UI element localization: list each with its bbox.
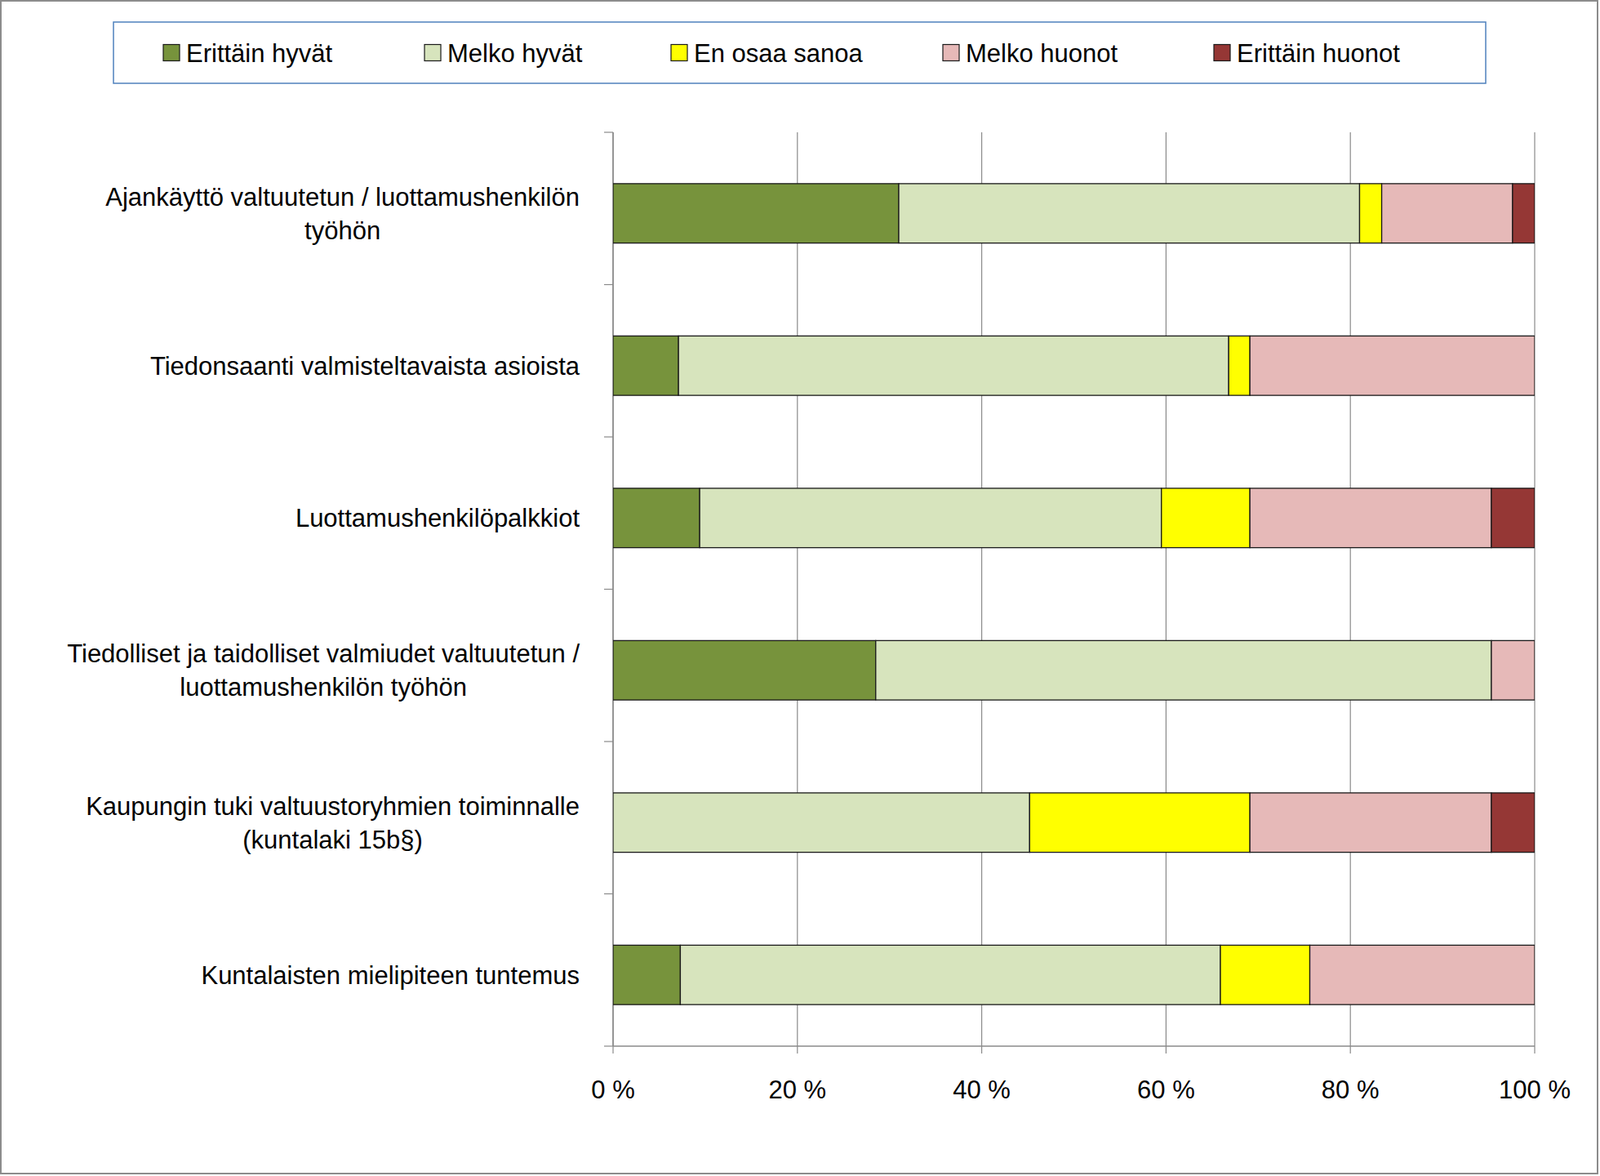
legend-label: Melko hyvät — [447, 39, 583, 68]
bar-segment — [1310, 944, 1535, 1005]
bar-segment — [1359, 183, 1382, 244]
legend-box — [113, 22, 1486, 84]
tick-mark — [1350, 1045, 1352, 1054]
legend-swatch — [1213, 44, 1231, 62]
bar-segment — [678, 335, 1229, 396]
category-label: Ajankäyttö valtuutetun / luottamushenkil… — [105, 182, 580, 245]
grid-line — [981, 132, 983, 1046]
bar-segment — [1533, 944, 1535, 1005]
legend-label: Erittäin huonot — [1236, 39, 1400, 68]
category-tick — [604, 1044, 614, 1046]
chart-frame — [0, 0, 1598, 1174]
bar-segment — [875, 640, 1492, 700]
legend: Erittäin hyvät Melko hyvät En osaa sanoa Me… — [113, 22, 1486, 84]
bar-segment — [613, 640, 876, 700]
legend-label: Melko huonot — [965, 39, 1119, 68]
bar-segment — [1249, 335, 1535, 396]
category-tick — [604, 435, 614, 437]
bar-segment — [613, 183, 899, 244]
bar-segment — [1161, 488, 1250, 548]
chart: 0 % 20 % 40 % 60 % 80 % 100 % Ajankäyttö valtu… — [0, 0, 1600, 1176]
bar-segment — [613, 335, 679, 396]
bars — [613, 183, 1535, 1005]
legend-swatch — [424, 44, 441, 62]
grid-line — [1350, 132, 1352, 1046]
tick-label: 40 % — [952, 1075, 1011, 1104]
bar-segment — [1029, 792, 1250, 853]
category-tick — [604, 740, 614, 742]
category-label: Luottamushenkilöpalkkiot — [295, 503, 580, 533]
bar-segment — [1220, 944, 1311, 1005]
category-label: Kuntalaisten mielipiteen tuntemus — [200, 960, 580, 990]
grid-line — [796, 132, 798, 1046]
x-axis — [613, 1044, 1535, 1047]
bar-segment — [613, 944, 680, 1005]
grid-line — [1533, 132, 1535, 1046]
bar-segment — [1512, 183, 1535, 244]
tick-mark — [1165, 1045, 1167, 1054]
bar-segment — [699, 488, 1162, 548]
grid-line — [1165, 132, 1167, 1046]
bar-segment — [680, 944, 1221, 1005]
bar-segment — [1533, 335, 1535, 396]
tick-mark — [612, 1045, 614, 1054]
category-label: Tiedonsaanti valmisteltavaista asioista — [150, 351, 581, 381]
category-label: Kaupungin tuki valtuustoryhmien toiminna… — [85, 791, 580, 854]
bar-segment — [1491, 488, 1535, 548]
bar-segment — [1382, 183, 1513, 244]
category-tick — [604, 588, 614, 590]
category-tick — [604, 131, 614, 133]
tick-label: 60 % — [1137, 1075, 1196, 1104]
tick-label: 20 % — [768, 1075, 827, 1104]
category-tick — [604, 284, 614, 285]
category-tick — [604, 893, 614, 894]
tick-label: 80 % — [1321, 1075, 1380, 1104]
tick-label: 100 % — [1498, 1075, 1571, 1104]
bar-segment — [1249, 792, 1492, 853]
tick-mark — [1533, 1045, 1535, 1054]
bar-segment — [1491, 640, 1535, 700]
category-label: Tiedolliset ja taidolliset valmiudet val… — [66, 639, 580, 702]
bar-segment — [1249, 488, 1492, 548]
bar-segment — [1491, 792, 1535, 853]
legend-swatch — [671, 44, 688, 62]
legend-swatch — [163, 44, 180, 62]
bar-segment — [613, 792, 1030, 853]
bar-segment — [1533, 640, 1535, 700]
legend-label: En osaa sanoa — [693, 39, 864, 68]
legend-label: Erittäin hyvät — [186, 39, 334, 68]
tick-label: 0 % — [591, 1075, 635, 1104]
legend-swatch — [942, 44, 960, 62]
tick-mark — [796, 1045, 798, 1054]
tick-mark — [981, 1045, 983, 1054]
bar-segment — [898, 183, 1360, 244]
bar-segment — [1228, 335, 1250, 396]
bar-segment — [613, 488, 700, 548]
